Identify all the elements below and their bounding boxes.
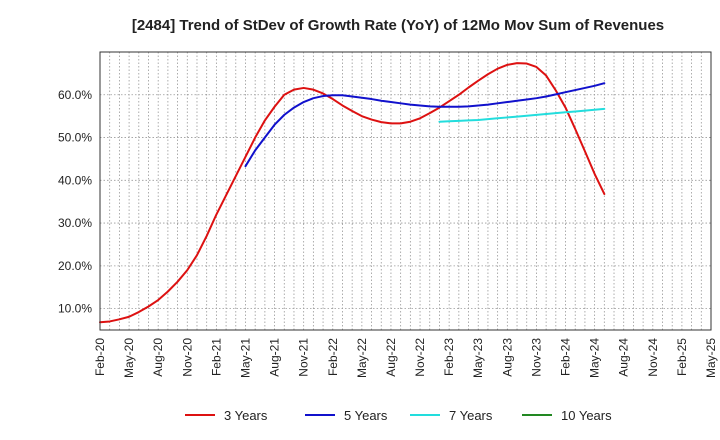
legend-label: 5 Years [344,408,388,423]
legend-label: 7 Years [449,408,493,423]
y-tick-label: 40.0% [58,173,92,187]
x-tick-label: May-21 [238,338,252,378]
x-tick-label: Feb-25 [675,338,689,376]
x-tick-label: Feb-24 [559,338,573,376]
x-tick-label: Nov-23 [529,338,543,377]
x-axis: Feb-20 May-20 Aug-20 Nov-20 Feb-21 May-21 Aug-… [93,338,718,378]
series-line-7-years [438,107,606,123]
x-tick-label: Nov-21 [297,338,311,377]
plot-area [99,51,712,331]
x-tick-label: Aug-20 [151,338,165,377]
x-tick-label: May-25 [704,338,718,378]
x-tick-label: Feb-20 [93,338,107,376]
plot-frame [99,51,712,331]
x-tick-label: Nov-20 [180,338,194,377]
x-tick-label: May-20 [122,338,136,378]
y-axis: 10.0% 20.0% 30.0% 40.0% 50.0% 60.0% [58,88,92,316]
legend-label: 10 Years [561,408,612,423]
x-tick-label: Aug-22 [384,338,398,377]
series-lines [99,62,606,324]
legend: 3 Years 5 Years 7 Years 10 Years [185,408,612,423]
x-tick-label: Aug-21 [268,338,282,377]
y-tick-label: 30.0% [58,216,92,230]
x-tick-label: Nov-22 [413,338,427,377]
series-line-5-years [244,82,606,168]
x-tick-label: Feb-23 [442,338,456,376]
x-tick-label: Feb-22 [326,338,340,376]
series-line-3-years [99,62,606,324]
x-tick-label: Feb-21 [209,338,223,376]
y-tick-label: 20.0% [58,259,92,273]
y-tick-label: 60.0% [58,88,92,102]
legend-label: 3 Years [224,408,268,423]
y-tick-label: 10.0% [58,302,92,316]
chart-title: [2484] Trend of StDev of Growth Rate (Yo… [132,17,664,34]
x-tick-label: Aug-23 [500,338,514,377]
x-tick-label: May-24 [588,338,602,378]
x-tick-label: Aug-24 [617,338,631,377]
x-tick-label: Nov-24 [646,338,660,377]
y-tick-label: 50.0% [58,131,92,145]
x-tick-label: May-22 [355,338,369,378]
grid-lines [100,52,711,330]
x-tick-label: May-23 [471,338,485,378]
